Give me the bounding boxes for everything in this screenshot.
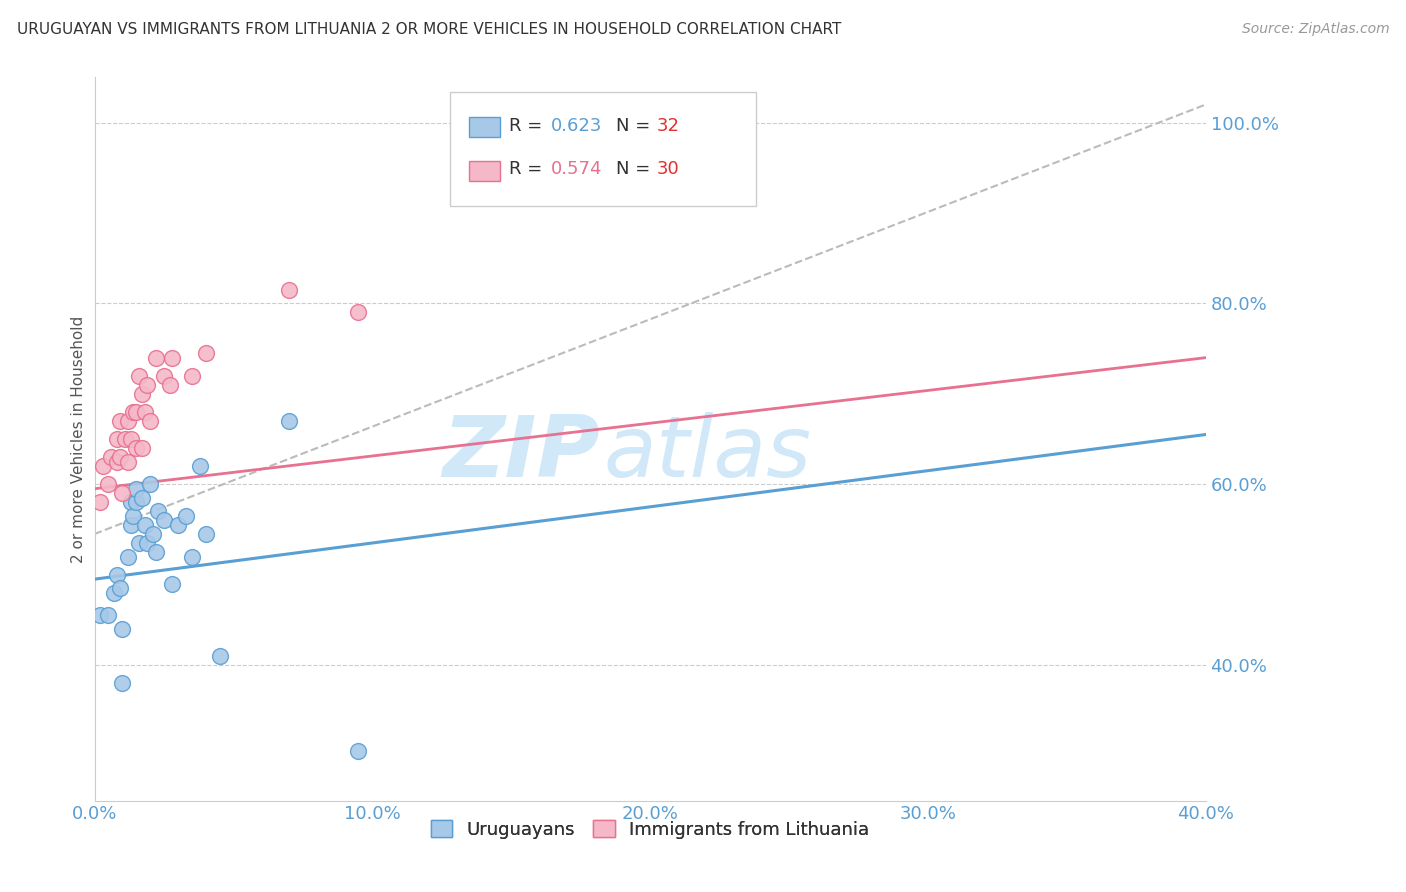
Point bbox=[108, 450, 131, 464]
Point bbox=[131, 441, 153, 455]
Point bbox=[145, 351, 167, 365]
Point bbox=[153, 368, 176, 383]
Point bbox=[120, 432, 142, 446]
Point bbox=[91, 459, 114, 474]
Point bbox=[194, 346, 217, 360]
Point bbox=[97, 608, 120, 623]
Text: 0.623: 0.623 bbox=[551, 117, 603, 135]
Point bbox=[117, 414, 139, 428]
Text: atlas: atlas bbox=[603, 412, 811, 495]
Point bbox=[162, 576, 184, 591]
Point bbox=[105, 567, 128, 582]
Point bbox=[278, 283, 301, 297]
Point bbox=[208, 648, 231, 663]
Point bbox=[89, 608, 111, 623]
Point bbox=[194, 527, 217, 541]
Text: R =: R = bbox=[509, 117, 548, 135]
Text: N =: N = bbox=[616, 161, 655, 178]
Point bbox=[134, 517, 156, 532]
Point bbox=[148, 504, 170, 518]
Point bbox=[125, 405, 148, 419]
Point bbox=[117, 455, 139, 469]
Point bbox=[97, 477, 120, 491]
Point bbox=[139, 477, 162, 491]
Point bbox=[159, 377, 181, 392]
Point bbox=[108, 414, 131, 428]
Point bbox=[125, 495, 148, 509]
Point bbox=[125, 441, 148, 455]
Text: 32: 32 bbox=[657, 117, 679, 135]
Text: N =: N = bbox=[616, 117, 655, 135]
Text: R =: R = bbox=[509, 161, 548, 178]
Point bbox=[145, 545, 167, 559]
Point bbox=[347, 305, 370, 319]
Point bbox=[347, 744, 370, 758]
Point bbox=[134, 405, 156, 419]
Point bbox=[162, 351, 184, 365]
Point bbox=[136, 377, 159, 392]
Point bbox=[128, 368, 150, 383]
Point bbox=[131, 387, 153, 401]
Text: 30: 30 bbox=[657, 161, 679, 178]
Point bbox=[111, 486, 134, 500]
Point bbox=[188, 459, 211, 474]
FancyBboxPatch shape bbox=[470, 161, 501, 181]
FancyBboxPatch shape bbox=[470, 117, 501, 137]
Point bbox=[139, 414, 162, 428]
Point bbox=[105, 432, 128, 446]
Point bbox=[136, 536, 159, 550]
FancyBboxPatch shape bbox=[450, 92, 755, 206]
Point bbox=[111, 622, 134, 636]
Point bbox=[125, 482, 148, 496]
Y-axis label: 2 or more Vehicles in Household: 2 or more Vehicles in Household bbox=[72, 316, 86, 563]
Point bbox=[153, 513, 176, 527]
Text: ZIP: ZIP bbox=[443, 412, 600, 495]
Point bbox=[180, 549, 202, 564]
Point bbox=[167, 517, 190, 532]
Point bbox=[117, 549, 139, 564]
Point bbox=[111, 676, 134, 690]
Text: URUGUAYAN VS IMMIGRANTS FROM LITHUANIA 2 OR MORE VEHICLES IN HOUSEHOLD CORRELATI: URUGUAYAN VS IMMIGRANTS FROM LITHUANIA 2… bbox=[17, 22, 841, 37]
Point bbox=[142, 527, 165, 541]
Point bbox=[131, 491, 153, 505]
Point bbox=[278, 414, 301, 428]
Point bbox=[114, 432, 136, 446]
Point bbox=[105, 455, 128, 469]
Text: Source: ZipAtlas.com: Source: ZipAtlas.com bbox=[1241, 22, 1389, 37]
Legend: Uruguayans, Immigrants from Lithuania: Uruguayans, Immigrants from Lithuania bbox=[423, 814, 877, 846]
Point bbox=[120, 517, 142, 532]
Point bbox=[122, 405, 145, 419]
Point bbox=[513, 138, 536, 153]
Point bbox=[174, 508, 197, 523]
Point bbox=[89, 495, 111, 509]
Text: 0.574: 0.574 bbox=[551, 161, 603, 178]
Point bbox=[180, 368, 202, 383]
Point bbox=[120, 495, 142, 509]
Point bbox=[100, 450, 122, 464]
Point bbox=[108, 581, 131, 595]
Point bbox=[128, 536, 150, 550]
Point bbox=[103, 585, 125, 599]
Point bbox=[122, 508, 145, 523]
